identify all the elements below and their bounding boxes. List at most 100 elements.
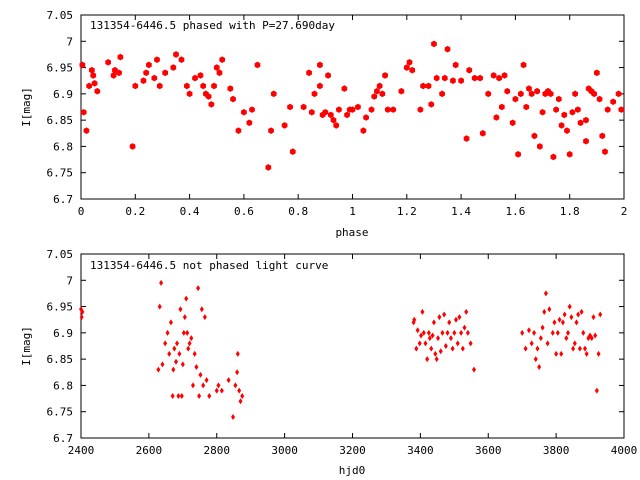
- data-point: [423, 340, 428, 347]
- data-point: [523, 345, 528, 352]
- data-point: [567, 303, 572, 310]
- data-point: [523, 103, 530, 111]
- data-point: [447, 319, 452, 326]
- x-ticks: 2400 2600 2800 3000 3200 3400 3600 3800 4000: [68, 254, 637, 457]
- data-point: [431, 319, 436, 326]
- data-point: [184, 295, 189, 302]
- data-point: [591, 314, 596, 321]
- data-point: [178, 56, 185, 63]
- y-tick-label: 7: [66, 274, 73, 287]
- data-point: [184, 82, 190, 90]
- data-point: [442, 311, 447, 318]
- data-point: [526, 327, 531, 334]
- data-point: [235, 127, 242, 134]
- data-point: [526, 85, 532, 92]
- y-tick-label: 7.05: [47, 9, 74, 22]
- data-point: [140, 77, 147, 85]
- phased-light-curve-panel: 131354-6446.5 phased with P=27.690day ph…: [20, 9, 627, 239]
- y-tick-label: 6.75: [47, 406, 74, 419]
- data-point: [574, 319, 579, 326]
- data-point: [434, 356, 439, 363]
- data-point: [458, 77, 464, 85]
- data-point: [529, 340, 534, 347]
- data-point: [485, 90, 492, 98]
- data-point: [591, 90, 597, 98]
- data-point: [593, 332, 598, 339]
- data-point: [379, 90, 386, 98]
- data-point: [177, 350, 182, 357]
- data-point: [371, 93, 378, 100]
- data-point: [576, 311, 581, 318]
- data-point: [233, 382, 238, 389]
- data-point: [528, 90, 535, 98]
- y-tick-label: 6.75: [47, 167, 74, 180]
- data-point: [594, 387, 599, 394]
- x-tick-label: 1.6: [505, 205, 525, 218]
- data-point: [581, 329, 586, 336]
- data-point: [146, 61, 152, 69]
- data-point: [598, 311, 603, 318]
- data-point: [198, 371, 203, 378]
- data-point: [384, 106, 391, 113]
- x-tick-label: 1.4: [451, 205, 471, 218]
- data-point: [555, 329, 560, 336]
- data-point: [176, 392, 181, 399]
- data-point: [94, 87, 101, 95]
- x-tick-label: 2400: [68, 444, 95, 457]
- data-point: [440, 329, 445, 336]
- data-point: [190, 382, 195, 389]
- data-point: [443, 343, 448, 349]
- data-point: [427, 335, 432, 342]
- data-point: [330, 116, 337, 124]
- data-point: [564, 335, 569, 342]
- data-point: [425, 356, 430, 363]
- data-point: [368, 106, 375, 113]
- data-point: [569, 108, 576, 116]
- data-point: [237, 387, 242, 394]
- data-point: [403, 64, 410, 71]
- data-point: [308, 108, 315, 116]
- x-tick-label: 0: [78, 205, 85, 218]
- data-point: [80, 108, 87, 116]
- data-point: [542, 308, 547, 315]
- data-point: [186, 345, 191, 352]
- data-point: [582, 345, 587, 352]
- data-point: [281, 122, 288, 129]
- data-point: [132, 82, 139, 90]
- data-point: [539, 108, 546, 116]
- data-point: [535, 345, 540, 352]
- data-point: [211, 82, 217, 90]
- data-point: [540, 324, 545, 331]
- y-tick-label: 6.8: [53, 140, 73, 153]
- data-point: [192, 74, 198, 82]
- data-point: [194, 364, 199, 371]
- x-tick-label: 3200: [339, 444, 366, 457]
- data-point: [208, 101, 215, 108]
- data-point: [117, 53, 124, 61]
- x-tick-label: 2600: [136, 444, 163, 457]
- data-point: [441, 74, 448, 82]
- data-point: [178, 306, 183, 313]
- data-point: [171, 366, 176, 373]
- y-tick-label: 7: [66, 35, 73, 48]
- data-point: [532, 329, 537, 336]
- data-point: [550, 153, 557, 161]
- data-point: [533, 356, 538, 363]
- x-tick-label: 2: [621, 205, 628, 218]
- data-point: [439, 90, 445, 98]
- data-point: [336, 106, 342, 113]
- data-point: [154, 56, 160, 63]
- y-tick-label: 6.85: [47, 353, 74, 366]
- data-point: [412, 316, 417, 323]
- x-tick-label: 0.6: [234, 205, 254, 218]
- data-point: [167, 350, 172, 357]
- data-point: [200, 82, 207, 90]
- data-point: [448, 335, 453, 342]
- data-point: [409, 66, 416, 74]
- data-point: [86, 82, 92, 90]
- data-point: [205, 93, 212, 100]
- data-point: [170, 392, 175, 399]
- data-point: [182, 314, 187, 321]
- data-point: [254, 61, 261, 69]
- data-point: [91, 80, 98, 87]
